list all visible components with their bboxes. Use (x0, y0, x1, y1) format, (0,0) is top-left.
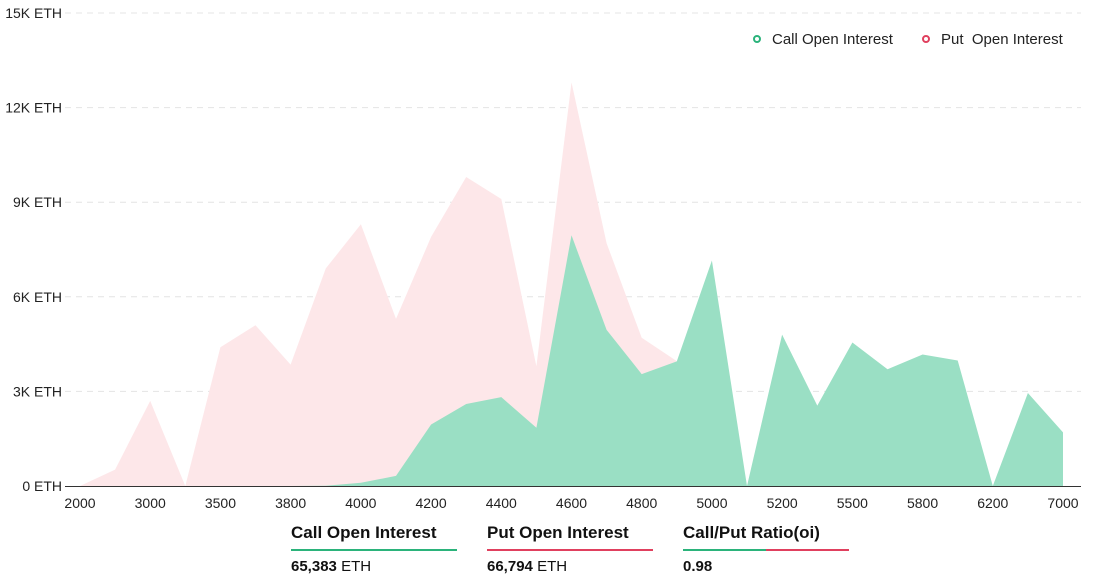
y-axis-ticks: 0 ETH 3K ETH 6K ETH 9K ETH 12K ETH 15K ETH (5, 5, 62, 494)
stat-value: 66,794 ETH (487, 558, 653, 575)
y-tick-label: 15K ETH (5, 5, 62, 21)
put-open-interest-area (80, 82, 677, 487)
stat-number: 65,383 (291, 558, 337, 575)
stat-underline (487, 549, 653, 551)
x-tick-label: 4000 (345, 495, 376, 511)
x-tick-label: 5000 (696, 495, 727, 511)
stat-value: 65,383 ETH (291, 558, 457, 575)
y-tick-label: 9K ETH (13, 194, 62, 210)
summary-stats: Call Open Interest 65,383 ETH Put Open I… (0, 522, 1093, 582)
x-tick-label: 7000 (1047, 495, 1078, 511)
legend: Call Open Interest Put Open Interest (753, 31, 1064, 48)
x-tick-label: 5500 (837, 495, 868, 511)
legend-label: Put Open Interest (941, 31, 1064, 48)
x-tick-label: 4400 (486, 495, 517, 511)
stat-number: 66,794 (487, 558, 533, 575)
x-tick-label: 4600 (556, 495, 587, 511)
x-tick-label: 3800 (275, 495, 306, 511)
stat-call-put-ratio: Call/Put Ratio(oi) 0.98 (683, 522, 849, 575)
x-tick-label: 4800 (626, 495, 657, 511)
legend-marker-call (753, 35, 761, 43)
x-tick-label: 3000 (135, 495, 166, 511)
stat-unit: ETH (537, 558, 568, 575)
x-tick-label: 4200 (415, 495, 446, 511)
x-axis-ticks: 2000 3000 3500 3800 4000 4200 4400 4600 4800 5000… (64, 495, 1078, 511)
stat-number: 0.98 (683, 558, 713, 575)
stat-put-open-interest: Put Open Interest 66,794 ETH (487, 522, 653, 575)
series-areas (80, 82, 1063, 487)
legend-marker-put (922, 35, 930, 43)
legend-label: Call Open Interest (772, 31, 894, 48)
open-interest-chart: 0 ETH 3K ETH 6K ETH 9K ETH 12K ETH 15K ETH 20… (5, 5, 1081, 511)
x-tick-label: 2000 (64, 495, 95, 511)
stat-value: 0.98 (683, 558, 849, 575)
y-tick-label: 6K ETH (13, 289, 62, 305)
x-tick-label: 3500 (205, 495, 236, 511)
y-tick-label: 12K ETH (5, 100, 62, 116)
stat-label: Call Open Interest (291, 523, 437, 542)
stat-label: Put Open Interest (487, 523, 629, 542)
call-open-interest-area (80, 235, 1063, 486)
stat-underline (683, 549, 849, 551)
y-tick-label: 3K ETH (13, 383, 62, 399)
stat-call-open-interest: Call Open Interest 65,383 ETH (291, 522, 457, 575)
stat-underline (291, 549, 457, 551)
y-tick-label: 0 ETH (22, 478, 62, 494)
x-tick-label: 5800 (907, 495, 938, 511)
x-tick-label: 5200 (767, 495, 798, 511)
stat-label: Call/Put Ratio(oi) (683, 523, 820, 542)
x-tick-label: 6200 (977, 495, 1008, 511)
stat-unit: ETH (341, 558, 372, 575)
